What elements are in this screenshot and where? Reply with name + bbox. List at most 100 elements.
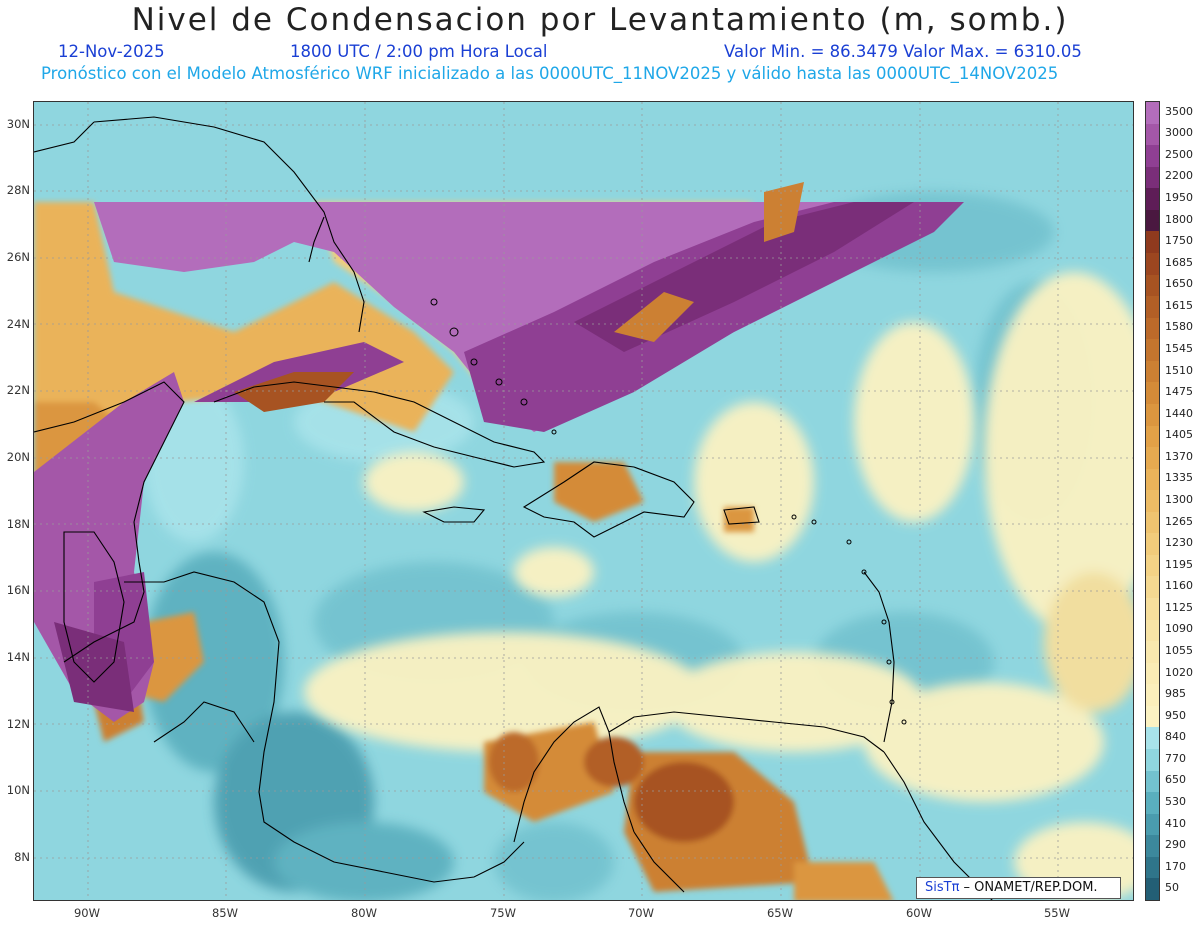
color-scale-segment xyxy=(1146,123,1159,146)
color-scale-label: 1650 xyxy=(1165,277,1193,291)
color-scale-segment xyxy=(1146,317,1159,340)
sistpi-logo: SisTπ xyxy=(925,880,960,895)
color-scale-label: 1685 xyxy=(1165,255,1193,269)
color-scale-label: 2500 xyxy=(1165,147,1193,161)
color-scale-segment xyxy=(1146,856,1159,879)
color-scale-label: 840 xyxy=(1165,730,1186,744)
map-title: Nivel de Condensacion por Levantamiento … xyxy=(131,2,1069,38)
color-scale-segment xyxy=(1146,274,1159,297)
color-scale-label: 1475 xyxy=(1165,385,1193,399)
color-scale-segment xyxy=(1146,792,1159,815)
value-range: Valor Min. = 86.3479 Valor Max. = 6310.0… xyxy=(724,42,1082,61)
color-scale-label: 3500 xyxy=(1165,104,1193,118)
color-scale-segment xyxy=(1146,770,1159,793)
color-scale-label: 985 xyxy=(1165,687,1186,701)
color-scale-label: 1265 xyxy=(1165,514,1193,528)
lon-label-65w: 65W xyxy=(766,906,793,920)
lon-label-70w: 70W xyxy=(627,906,654,920)
color-scale-segment xyxy=(1146,231,1159,254)
lon-label-80w: 80W xyxy=(350,906,377,920)
lat-label-14n: 14N xyxy=(6,650,30,664)
color-scale-label: 1300 xyxy=(1165,493,1193,506)
color-scale-segment xyxy=(1146,102,1159,125)
color-scale xyxy=(1145,101,1160,901)
color-scale-label: 1230 xyxy=(1165,536,1193,550)
color-scale-label: 170 xyxy=(1165,859,1186,873)
lcl-map xyxy=(33,101,1134,901)
lat-label-10n: 10N xyxy=(6,783,30,797)
color-scale-label: 770 xyxy=(1165,751,1186,765)
color-scale-segment xyxy=(1146,468,1159,491)
color-scale-segment xyxy=(1146,554,1159,577)
color-scale-segment xyxy=(1146,145,1159,168)
color-scale-segment xyxy=(1146,403,1159,426)
color-scale-label: 3000 xyxy=(1165,126,1193,140)
color-scale-segment xyxy=(1146,360,1159,383)
color-scale-segment xyxy=(1146,296,1159,319)
color-scale-segment xyxy=(1146,576,1159,599)
color-scale-label: 1055 xyxy=(1165,643,1193,657)
color-scale-label: 530 xyxy=(1165,794,1186,808)
lat-label-26n: 26N xyxy=(6,250,30,264)
color-scale-segment xyxy=(1146,878,1159,901)
forecast-time: 1800 UTC / 2:00 pm Hora Local xyxy=(290,42,548,61)
lat-label-28n: 28N xyxy=(6,183,30,197)
color-scale-label: 1160 xyxy=(1165,579,1193,593)
color-scale-segment xyxy=(1146,166,1159,189)
lat-label-8n: 8N xyxy=(14,850,30,864)
color-scale-label: 50 xyxy=(1165,881,1179,895)
color-scale-segment xyxy=(1146,619,1159,642)
color-scale-label: 650 xyxy=(1165,773,1186,787)
color-scale-label: 1580 xyxy=(1165,320,1193,334)
credit-org: – ONAMET/REP.DOM. xyxy=(963,880,1098,895)
forecast-date: 12-Nov-2025 xyxy=(58,42,165,61)
color-scale-label: 950 xyxy=(1165,708,1186,722)
color-scale-segment xyxy=(1146,339,1159,362)
color-scale-label: 1090 xyxy=(1165,622,1193,636)
color-scale-label: 1750 xyxy=(1165,234,1193,248)
color-scale-label: 1335 xyxy=(1165,471,1193,485)
color-scale-segment xyxy=(1146,684,1159,707)
color-scale-label: 1125 xyxy=(1165,600,1193,614)
color-scale-label: 1950 xyxy=(1165,191,1193,205)
color-scale-segment xyxy=(1146,727,1159,750)
color-scale-label: 1405 xyxy=(1165,428,1193,442)
lon-label-60w: 60W xyxy=(905,906,932,920)
lon-label-90w: 90W xyxy=(73,906,100,920)
color-scale-label: 1195 xyxy=(1165,557,1193,571)
lat-label-18n: 18N xyxy=(6,517,30,531)
color-scale-label: 1800 xyxy=(1165,212,1193,226)
color-scale-segment xyxy=(1146,447,1159,470)
color-scale-label: 1440 xyxy=(1165,406,1193,420)
color-scale-segment xyxy=(1146,188,1159,211)
lat-label-22n: 22N xyxy=(6,383,30,397)
lat-label-16n: 16N xyxy=(6,583,30,597)
color-scale-label: 1370 xyxy=(1165,449,1193,463)
color-scale-segment xyxy=(1146,813,1159,836)
color-scale-segment xyxy=(1146,490,1159,513)
color-scale-label: 1510 xyxy=(1165,363,1193,377)
color-scale-segment xyxy=(1146,511,1159,534)
lat-label-30n: 30N xyxy=(6,117,30,131)
color-scale-label: 290 xyxy=(1165,838,1186,852)
lon-label-85w: 85W xyxy=(211,906,238,920)
color-scale-segment xyxy=(1146,252,1159,276)
color-scale-segment xyxy=(1146,598,1159,621)
color-scale-segment xyxy=(1146,662,1159,685)
color-scale-segment xyxy=(1146,835,1159,858)
lat-label-12n: 12N xyxy=(6,717,30,731)
lat-label-24n: 24N xyxy=(6,317,30,331)
color-scale-label: 2200 xyxy=(1165,169,1193,183)
color-scale-segment xyxy=(1146,533,1159,556)
color-scale-label: 410 xyxy=(1165,816,1186,830)
credit-box: SisTπ – ONAMET/REP.DOM. xyxy=(916,877,1121,899)
color-scale-segment xyxy=(1146,382,1159,405)
lat-label-20n: 20N xyxy=(6,450,30,464)
color-scale-segment xyxy=(1146,425,1159,448)
color-scale-segment xyxy=(1146,705,1159,728)
lon-label-75w: 75W xyxy=(489,906,516,920)
color-scale-segment xyxy=(1146,749,1159,772)
color-scale-segment xyxy=(1146,641,1159,664)
color-scale-label: 1545 xyxy=(1165,342,1193,356)
color-scale-segment xyxy=(1146,209,1159,232)
